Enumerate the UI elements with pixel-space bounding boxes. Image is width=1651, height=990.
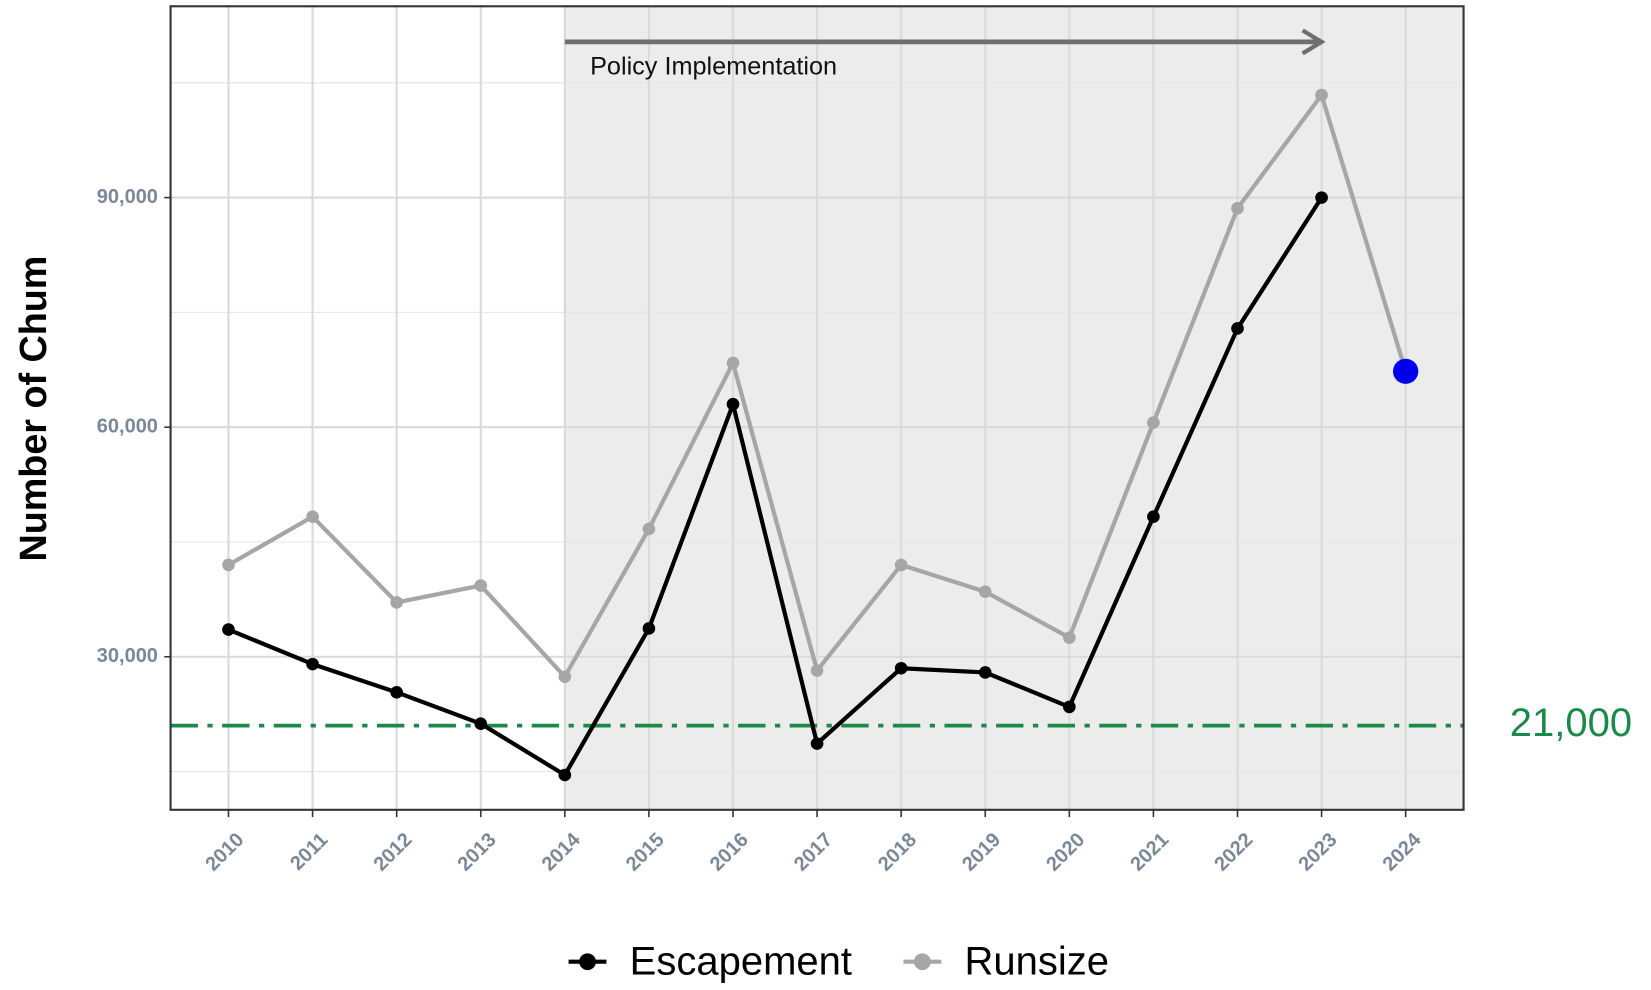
y-tick-label: 90,000	[97, 186, 158, 208]
x-tick-label: 2022	[1210, 829, 1257, 876]
data-point	[1315, 191, 1328, 204]
data-point	[642, 622, 656, 635]
x-tick-label: 2013	[454, 829, 501, 876]
x-tick-label: 2011	[286, 829, 332, 875]
x-tick-label: 2017	[790, 829, 837, 876]
data-point	[474, 579, 488, 592]
y-tick-label: 30,000	[97, 645, 158, 667]
x-tick-label: 2020	[1042, 829, 1089, 876]
x-tick-label: 2016	[706, 829, 753, 876]
y-tick-label: 60,000	[97, 415, 158, 437]
data-point	[222, 558, 235, 572]
data-point	[474, 717, 488, 731]
x-tick-label: 2012	[370, 829, 417, 876]
data-point	[558, 768, 572, 782]
data-point	[558, 670, 572, 683]
policy-arrowhead	[1301, 28, 1326, 56]
x-tick-label: 2015	[622, 829, 669, 876]
x-tick-label: 2024	[1379, 829, 1426, 876]
data-point	[978, 666, 992, 679]
data-point	[1063, 700, 1076, 714]
data-point	[894, 558, 908, 572]
data-point	[306, 657, 319, 671]
data-point	[1147, 510, 1160, 524]
data-point	[810, 737, 824, 750]
data-point	[642, 522, 656, 536]
data-point	[390, 686, 403, 699]
data-point	[726, 397, 740, 411]
data-point	[1231, 202, 1244, 215]
x-tick-label: 2019	[958, 829, 1005, 876]
x-tick-label: 2021	[1126, 829, 1173, 876]
data-point	[306, 510, 319, 524]
y-axis-label: Number of Chum	[13, 256, 55, 562]
x-tick-label: 2023	[1294, 829, 1341, 876]
data-point	[810, 664, 824, 677]
data-point	[894, 661, 908, 675]
data-point	[1231, 322, 1244, 335]
legend-swatch-point	[913, 953, 931, 971]
data-point	[1063, 631, 1076, 644]
legend-label: Escapement	[630, 939, 852, 983]
threshold-label: 21,000	[1510, 701, 1632, 745]
legend-label: Runsize	[964, 939, 1109, 983]
x-tick-label: 2014	[538, 829, 585, 876]
data-point	[390, 596, 403, 609]
data-point	[726, 356, 740, 370]
data-point	[1393, 358, 1419, 384]
policy-shading	[564, 6, 1464, 810]
legend-swatch-point	[579, 953, 596, 971]
data-point	[222, 623, 235, 636]
x-tick-label: 2010	[201, 829, 248, 876]
data-point	[1147, 416, 1160, 429]
x-tick-label: 2018	[874, 829, 921, 876]
data-point	[978, 585, 992, 598]
data-point	[1315, 88, 1328, 102]
policy-label: Policy Implementation	[590, 53, 837, 81]
series-line	[227, 196, 1324, 778]
